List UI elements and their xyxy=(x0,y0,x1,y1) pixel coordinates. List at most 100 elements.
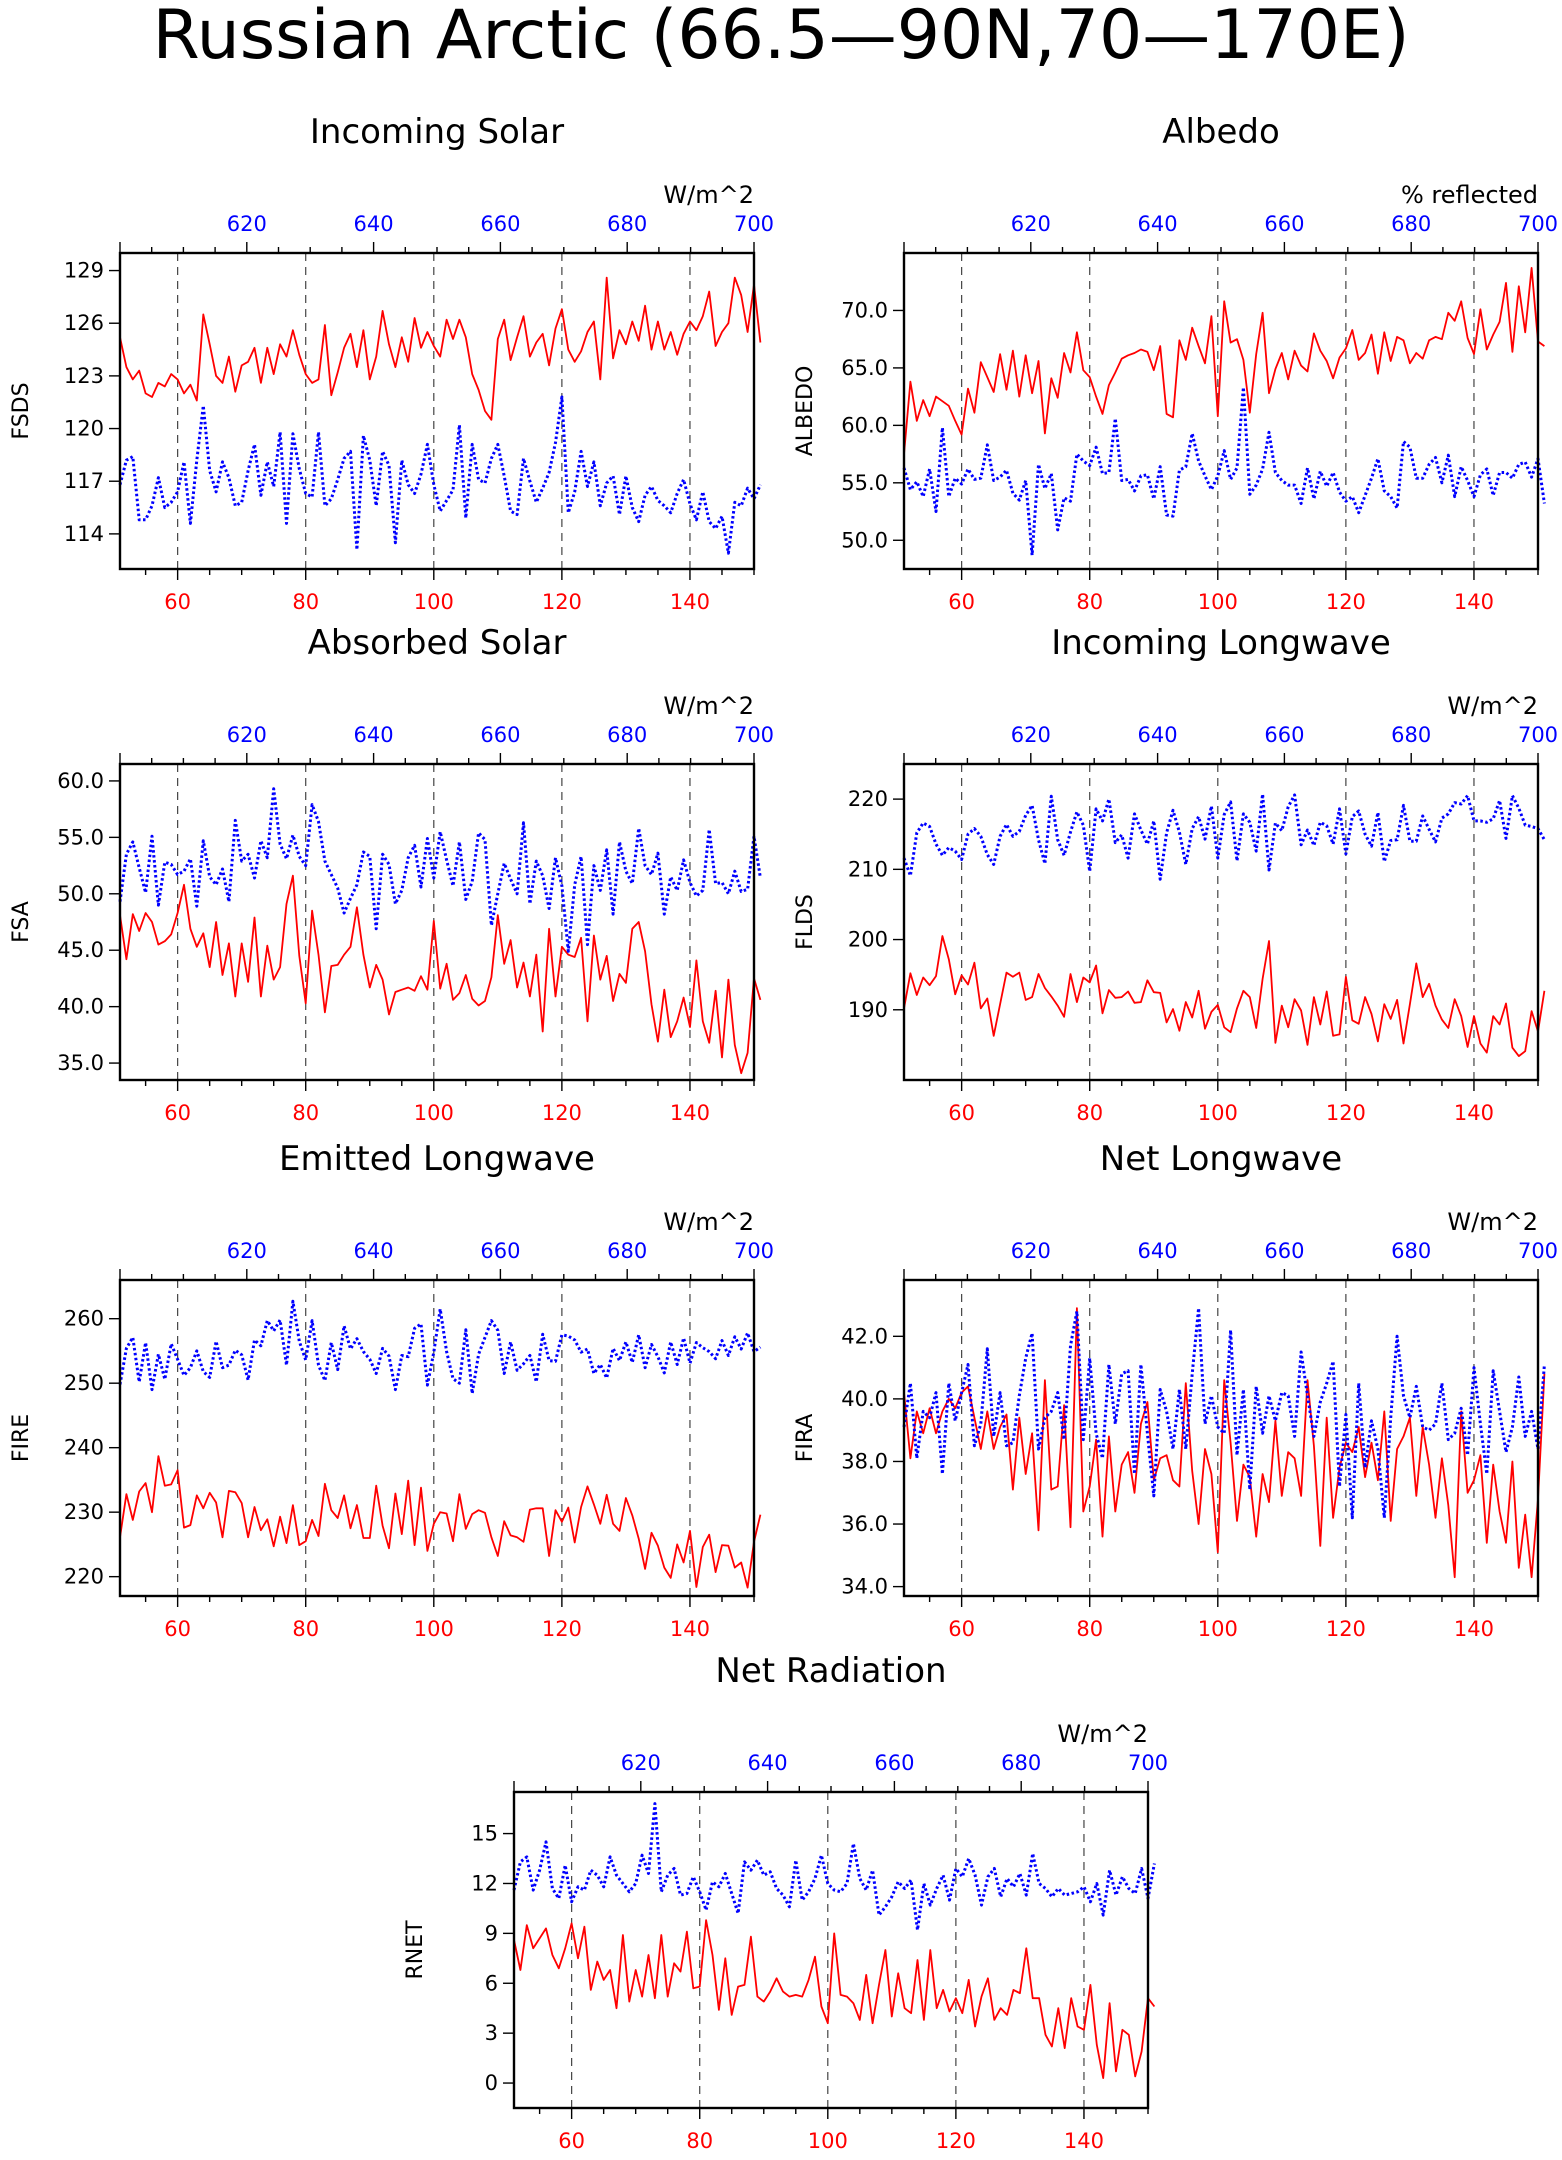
x2-tick-label: 620 xyxy=(1011,1239,1051,1263)
panel-title: Net Radiation xyxy=(715,1651,946,1691)
x-tick-label: 120 xyxy=(1326,590,1366,614)
x-tick-label: 80 xyxy=(1076,1617,1103,1641)
x2-tick-label: 620 xyxy=(227,723,267,747)
y-tick-label: 114 xyxy=(64,522,104,546)
y-tick-label: 45.0 xyxy=(57,938,104,962)
x-tick-label: 60 xyxy=(164,1617,191,1641)
y-tick-label: 12 xyxy=(471,1871,498,1895)
x-tick-label: 60 xyxy=(948,590,975,614)
x2-tick-label: 660 xyxy=(480,1239,520,1263)
y-tick-label: 36.0 xyxy=(841,1512,888,1536)
x2-tick-label: 700 xyxy=(1128,1751,1168,1775)
units-label: W/m^2 xyxy=(1447,692,1538,720)
x2-tick-label: 700 xyxy=(1518,212,1558,236)
y-axis-label: ALBEDO xyxy=(793,366,818,457)
x2-tick-label: 700 xyxy=(1518,723,1558,747)
y-tick-label: 40.0 xyxy=(57,995,104,1019)
y-axis-label: FSDS xyxy=(9,382,34,439)
y-tick-label: 123 xyxy=(64,364,104,388)
x2-tick-label: 680 xyxy=(1391,723,1431,747)
x-tick-label: 140 xyxy=(670,590,710,614)
y-tick-label: 6 xyxy=(485,1971,498,1995)
y-tick-label: 9 xyxy=(485,1921,498,1945)
plot-frame xyxy=(902,762,1540,1082)
x-tick-label: 60 xyxy=(164,1101,191,1125)
y-tick-label: 38.0 xyxy=(841,1449,888,1473)
y-tick-label: 55.0 xyxy=(841,471,888,495)
y-axis-label: RNET xyxy=(403,1920,428,1980)
x2-tick-label: 660 xyxy=(1264,212,1304,236)
x-tick-label: 80 xyxy=(1076,1101,1103,1125)
y-tick-label: 250 xyxy=(64,1371,104,1395)
x-tick-label: 100 xyxy=(1198,590,1238,614)
x-tick-label: 100 xyxy=(1198,1617,1238,1641)
x2-tick-label: 680 xyxy=(1001,1751,1041,1775)
x2-tick-label: 700 xyxy=(734,212,774,236)
series-line-blue xyxy=(902,792,1546,881)
x-tick-label: 60 xyxy=(948,1101,975,1125)
x-tick-label: 80 xyxy=(292,1101,319,1125)
x-tick-label: 140 xyxy=(1454,1101,1494,1125)
series-line-red xyxy=(119,874,762,1075)
plot-frame xyxy=(118,762,756,1082)
x-tick-label: 120 xyxy=(542,1617,582,1641)
y-axis-label: FLDS xyxy=(793,894,818,950)
y-tick-label: 60.0 xyxy=(57,769,104,793)
y-tick-label: 65.0 xyxy=(841,356,888,380)
x-tick-label: 100 xyxy=(1198,1101,1238,1125)
y-tick-label: 120 xyxy=(64,417,104,441)
x-tick-label: 120 xyxy=(542,590,582,614)
x-tick-label: 60 xyxy=(558,2129,585,2153)
x-tick-label: 140 xyxy=(1454,1617,1494,1641)
units-label: W/m^2 xyxy=(663,181,754,209)
y-tick-label: 0 xyxy=(485,2071,498,2095)
panel-fsds: Incoming Solar W/m^2 60 80 100 120 140 620 640 66… xyxy=(9,112,774,614)
y-axis-label: FSA xyxy=(9,901,34,943)
x-tick-label: 80 xyxy=(292,590,319,614)
panel-title: Emitted Longwave xyxy=(279,1139,595,1179)
y-tick-label: 200 xyxy=(848,928,888,952)
panel-title: Incoming Solar xyxy=(310,112,564,152)
x2-tick-label: 620 xyxy=(1011,723,1051,747)
y-tick-label: 35.0 xyxy=(57,1051,104,1075)
x2-tick-label: 640 xyxy=(1138,212,1178,236)
units-label: W/m^2 xyxy=(1447,1208,1538,1236)
plot-frame xyxy=(118,251,756,571)
series-line-red xyxy=(903,1307,1546,1579)
y-tick-label: 230 xyxy=(64,1500,104,1524)
x-tick-label: 80 xyxy=(292,1617,319,1641)
x-tick-label: 100 xyxy=(414,1617,454,1641)
x2-tick-label: 620 xyxy=(621,1751,661,1775)
series-line-blue xyxy=(118,1299,762,1395)
y-tick-label: 55.0 xyxy=(57,825,104,849)
y-tick-label: 220 xyxy=(64,1565,104,1589)
x2-tick-label: 640 xyxy=(354,723,394,747)
x-tick-label: 120 xyxy=(1326,1101,1366,1125)
x2-tick-label: 680 xyxy=(1391,1239,1431,1263)
y-axis-label: FIRA xyxy=(793,1414,818,1463)
y-axis-label: FIRE xyxy=(9,1414,34,1462)
y-tick-label: 129 xyxy=(64,259,104,283)
panel-fsa: Absorbed Solar W/m^2 60 80 100 120 140 620 640 66… xyxy=(9,623,774,1125)
x-tick-label: 140 xyxy=(670,1617,710,1641)
x2-tick-label: 620 xyxy=(227,1239,267,1263)
x2-tick-label: 660 xyxy=(480,723,520,747)
y-tick-label: 210 xyxy=(848,857,888,881)
y-tick-label: 60.0 xyxy=(841,413,888,437)
series-line-red xyxy=(903,935,1546,1057)
x2-tick-label: 700 xyxy=(734,723,774,747)
series-line-blue xyxy=(902,385,1546,557)
series-line-blue xyxy=(118,787,762,953)
y-tick-label: 40.0 xyxy=(841,1387,888,1411)
series-line-blue xyxy=(902,1306,1546,1520)
plot-frame xyxy=(512,1790,1150,2110)
panel-title: Incoming Longwave xyxy=(1051,623,1391,663)
panel-flds: Incoming Longwave W/m^2 60 80 100 120 140 620 64… xyxy=(793,623,1558,1125)
plot-frame xyxy=(118,1278,756,1598)
x2-tick-label: 640 xyxy=(1138,1239,1178,1263)
y-tick-label: 15 xyxy=(471,1822,498,1846)
x-tick-label: 120 xyxy=(542,1101,582,1125)
figure-title: Russian Arctic (66.5—90N,70—170E) xyxy=(152,0,1409,75)
